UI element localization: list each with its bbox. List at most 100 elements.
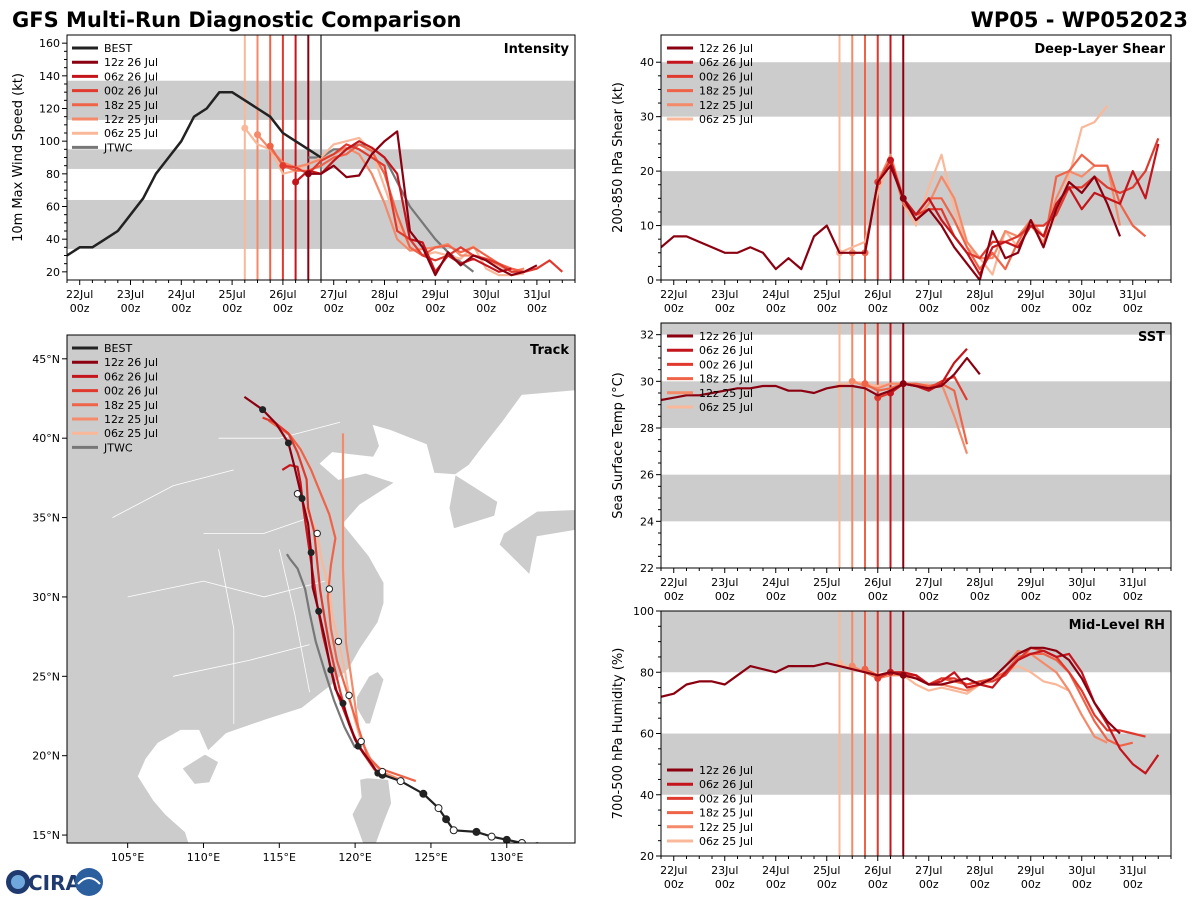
x-tick-label: 22Jul xyxy=(660,864,687,877)
x-tick-label: 120°E xyxy=(338,851,371,864)
legend-label: JTWC xyxy=(103,141,133,154)
legend-label: 18z 25 Jul xyxy=(104,99,158,112)
x-tick-sublabel: 00z xyxy=(817,878,837,891)
x-tick-label: 28Jul xyxy=(966,576,993,589)
run-track-point-open xyxy=(293,490,302,498)
legend-label: 18z 25 Jul xyxy=(699,85,753,98)
run-track-point xyxy=(298,495,306,503)
legend-label: 06z 26 Jul xyxy=(699,778,753,791)
shear-panel: 01020304022Jul00z23Jul00z24Jul00z25Jul00… xyxy=(611,34,1172,315)
run-track-point xyxy=(327,666,335,674)
logo-wave-icon xyxy=(77,877,101,885)
track-panel: 105°E 110°E 115°E 120°E 125°E 130°E 15°N 20°N 25… xyxy=(32,334,576,864)
legend-label: 06z 25 Jul xyxy=(104,427,158,440)
x-tick-label: 27Jul xyxy=(915,288,942,301)
sst-panel: 22242628303222Jul00z23Jul00z24Jul00z25Ju… xyxy=(611,322,1172,603)
logo-badge-icon xyxy=(75,868,103,896)
init-marker-00z-26-jul xyxy=(279,162,287,170)
best-track-point xyxy=(442,815,451,824)
legend-label: 00z 26 Jul xyxy=(699,70,753,83)
y-tick-label: 60 xyxy=(640,728,654,741)
run-track-point-open xyxy=(378,767,387,776)
y-tick-label: 60 xyxy=(46,201,60,214)
province-border-5 xyxy=(218,549,235,724)
y-tick-label: 30°N xyxy=(32,591,60,604)
x-tick-label: 30Jul xyxy=(472,288,499,301)
init-marker-12z-26-jul xyxy=(899,380,907,388)
run-track-point xyxy=(339,699,347,707)
legend-label: 00z 26 Jul xyxy=(699,792,753,805)
best-track-point xyxy=(534,842,540,843)
y-axis-label: Sea Surface Temp (°C) xyxy=(611,372,626,519)
x-tick-sublabel: 00z xyxy=(273,302,293,315)
panel-title: Deep-Layer Shear xyxy=(1034,42,1165,57)
legend-label: 18z 25 Jul xyxy=(104,399,158,412)
init-time-lines xyxy=(838,323,905,568)
x-tick-label: 25Jul xyxy=(813,864,840,877)
y-tick-label: 32 xyxy=(640,329,654,342)
y-tick-label: 80 xyxy=(46,168,60,181)
y-tick-label: 20 xyxy=(640,165,654,178)
x-tick-sublabel: 00z xyxy=(715,590,735,603)
cira-logo: CIRA xyxy=(6,868,103,896)
x-tick-label: 30Jul xyxy=(1068,288,1095,301)
panel-title: Mid-Level RH xyxy=(1069,618,1165,633)
hainan xyxy=(181,753,220,785)
panel-title: Intensity xyxy=(504,42,570,57)
rh-panel: 2040608010022Jul00z23Jul00z24Jul00z25Jul… xyxy=(611,605,1172,891)
y-axis-label: 700-500 hPa Humidity (%) xyxy=(611,648,626,820)
x-tick-label: 28Jul xyxy=(966,864,993,877)
x-tick-sublabel: 00z xyxy=(1123,302,1143,315)
x-tick-sublabel: 00z xyxy=(868,302,888,315)
x-tick-sublabel: 00z xyxy=(766,302,786,315)
y-tick-label: 10 xyxy=(640,220,654,233)
province-border-3 xyxy=(218,421,341,439)
x-tick-sublabel: 00z xyxy=(970,878,990,891)
x-tick-sublabel: 00z xyxy=(1021,878,1041,891)
y-tick-label: 30 xyxy=(640,375,654,388)
province-border-4 xyxy=(112,469,234,518)
legend-label: 12z 25 Jul xyxy=(699,821,753,834)
logo-text: CIRA xyxy=(28,871,82,895)
legend-label: 06z 26 Jul xyxy=(104,370,158,383)
luzon xyxy=(351,777,392,843)
run-track-point-open xyxy=(325,585,334,593)
x-tick-label: 31Jul xyxy=(523,288,550,301)
init-marker-06z-26-jul xyxy=(887,156,894,164)
init-marker-06z-25-jul xyxy=(241,124,249,132)
y-tick-label: 100 xyxy=(633,605,654,618)
y-tick-label: 0 xyxy=(647,274,654,287)
series-line-12z-26-jul xyxy=(661,164,1122,280)
init-marker-00z-26-jul xyxy=(874,394,882,402)
track-line-jtwc xyxy=(285,553,357,749)
x-tick-sublabel: 00z xyxy=(1123,878,1143,891)
y-tick-label: 20 xyxy=(46,266,60,279)
province-border-6 xyxy=(278,549,310,693)
x-tick-label: 27Jul xyxy=(915,576,942,589)
series-line-06z-26-jul xyxy=(294,140,512,273)
x-tick-label: 30Jul xyxy=(1068,576,1095,589)
best-track-point xyxy=(396,777,405,786)
init-marker-12z-25-jul xyxy=(848,377,856,385)
legend-label: 12z 26 Jul xyxy=(699,330,753,343)
run-track-point xyxy=(307,548,315,556)
x-tick-label: 26Jul xyxy=(864,288,891,301)
x-tick-label: 24Jul xyxy=(762,288,789,301)
shade-band-0 xyxy=(661,733,1171,795)
legend-label: 00z 26 Jul xyxy=(104,385,158,398)
x-tick-label: 23Jul xyxy=(711,576,738,589)
province-border-1 xyxy=(173,644,310,677)
series-line-18z-25-jul xyxy=(864,382,969,445)
x-tick-sublabel: 00z xyxy=(121,302,141,315)
x-tick-label: 27Jul xyxy=(915,864,942,877)
x-tick-sublabel: 00z xyxy=(766,590,786,603)
legend-label: 18z 25 Jul xyxy=(699,807,753,820)
y-tick-label: 26 xyxy=(640,469,654,482)
x-tick-sublabel: 00z xyxy=(868,590,888,603)
x-tick-sublabel: 00z xyxy=(375,302,395,315)
x-tick-sublabel: 00z xyxy=(1021,590,1041,603)
best-track-point xyxy=(502,835,511,843)
